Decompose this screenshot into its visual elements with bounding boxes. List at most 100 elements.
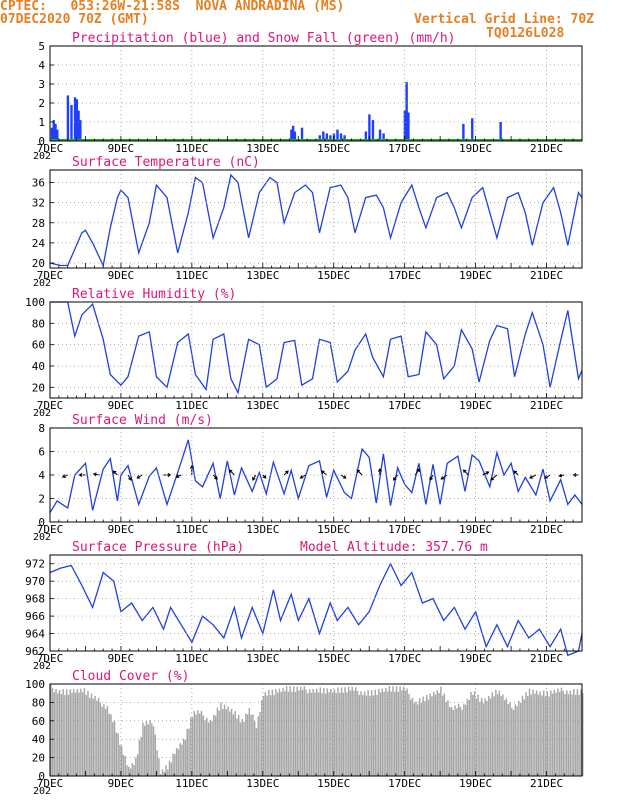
cloud-cover-bar — [475, 698, 478, 776]
wind-vector-head — [485, 471, 490, 475]
cloud-cover-bar — [466, 698, 469, 776]
precip-bar — [73, 97, 77, 141]
wind-vector-head — [299, 475, 304, 479]
wind-vector — [393, 474, 398, 481]
cloud-cover-bar — [406, 688, 408, 776]
precip-bar — [291, 125, 295, 141]
cloud-cover-bar — [546, 691, 548, 776]
cloud-cover-bar — [363, 691, 366, 776]
cloud-cover-bar — [425, 695, 428, 776]
cloud-cover-bar — [122, 754, 125, 776]
wind-vector — [529, 474, 537, 479]
y-tick-label: 6 — [38, 446, 45, 459]
wind-vector-head — [92, 472, 97, 477]
cloud-cover-bar — [197, 710, 199, 776]
cloud-cover-bar — [184, 740, 187, 776]
cloud-cover-bar — [378, 689, 380, 776]
cloud-cover-bar — [495, 689, 497, 776]
cloud-cover-bar — [516, 706, 518, 776]
cloud-cover-bar — [555, 692, 557, 776]
y-tick-label: 40 — [32, 360, 45, 373]
wind-vector-head — [252, 476, 256, 481]
y-tick-label: 40 — [32, 733, 45, 746]
cloud-cover-bar — [96, 700, 98, 776]
cloud-cover-bar — [151, 723, 153, 776]
wind-vector-head — [214, 475, 218, 480]
cloud-cover-bar — [106, 706, 109, 776]
wind-vector-head — [416, 468, 420, 473]
header-line1: CPTEC: 053:26W-21:58S NOVA ANDRADINA (MS… — [0, 0, 345, 14]
cloud-cover-bar — [278, 688, 281, 776]
cloud-cover-bar — [225, 709, 228, 776]
cloud-cover-bar — [429, 693, 431, 776]
x-tick-label: 21DEC — [530, 399, 563, 412]
y-tick-label: 100 — [25, 678, 45, 691]
precip-bar — [403, 110, 407, 141]
cloud-cover-bar — [71, 692, 73, 776]
cloud-cover-bar — [383, 691, 385, 776]
cloud-cover-bar — [287, 691, 290, 776]
x-tick-label: 9DEC — [108, 269, 135, 282]
x-tick-label: 15DEC — [317, 142, 350, 155]
cloud-cover-bar — [324, 693, 327, 776]
wind-vector-head — [572, 473, 577, 477]
cloud-cover-bar — [551, 693, 554, 776]
cloud-cover-bar — [76, 688, 79, 776]
cloud-cover-bar — [183, 738, 185, 776]
year-label: 202 — [33, 661, 51, 672]
precip-bar — [407, 112, 410, 141]
cloud-cover-bar — [463, 703, 465, 776]
cloud-cover-bar — [108, 713, 110, 776]
precip-bar — [77, 110, 80, 141]
cloud-cover-bar — [415, 701, 417, 776]
x-tick-label: 21DEC — [530, 269, 563, 282]
panel-title: Surface Temperature (nC) — [72, 155, 260, 170]
precip-bar — [339, 133, 343, 141]
cloud-cover-bar — [296, 686, 298, 776]
cloud-cover-bar — [186, 728, 189, 776]
x-tick-label: 9DEC — [108, 523, 135, 536]
precip-bar — [318, 135, 321, 141]
x-tick-label: 13DEC — [246, 777, 279, 790]
cloud-cover-bar — [571, 694, 573, 776]
cloud-cover-bar — [489, 698, 492, 776]
y-tick-label: 0 — [38, 516, 45, 529]
wind-vector — [440, 474, 448, 480]
cloud-cover-bar — [266, 695, 268, 776]
cloud-cover-bar — [152, 726, 155, 776]
cloud-cover-bar — [222, 708, 224, 776]
wind-vector — [340, 474, 347, 479]
cloud-cover-bar — [464, 704, 467, 776]
cloud-cover-bar — [58, 689, 61, 776]
cloud-cover-bar — [367, 690, 369, 776]
cloud-cover-bar — [337, 687, 339, 776]
x-tick-label: 19DEC — [459, 652, 492, 665]
cloud-cover-bar — [362, 695, 364, 776]
cloud-cover-bar — [298, 690, 300, 776]
y-tick-label: 2 — [38, 97, 45, 110]
precip-bar — [56, 129, 59, 141]
cloud-cover-bar — [126, 765, 128, 776]
y-tick-label: 20 — [32, 257, 45, 270]
cloud-cover-bar — [418, 698, 421, 776]
cloud-cover-bar — [89, 697, 91, 776]
x-tick-label: 15DEC — [317, 523, 350, 536]
cloud-cover-bar — [67, 694, 70, 776]
x-tick-label: 13DEC — [246, 652, 279, 665]
cloud-cover-bar — [574, 694, 577, 776]
y-tick-label: 0 — [38, 135, 45, 148]
cloud-cover-bar — [447, 700, 449, 776]
y-tick-label: 962 — [25, 645, 45, 658]
cloud-cover-bar — [275, 689, 277, 776]
wind-vector — [490, 474, 498, 481]
cloud-cover-bar — [486, 701, 488, 776]
plot-frame — [49, 301, 583, 399]
cloud-cover-bar — [241, 718, 243, 776]
header-line2-right: Vertical Grid Line: 70Z — [414, 12, 595, 27]
cloud-cover-bar — [351, 686, 353, 776]
plot-frame — [49, 45, 583, 142]
cloud-cover-bar — [392, 686, 394, 776]
cloud-cover-bar — [420, 702, 423, 776]
cloud-cover-bar — [422, 696, 424, 776]
panel-1 — [49, 45, 583, 142]
